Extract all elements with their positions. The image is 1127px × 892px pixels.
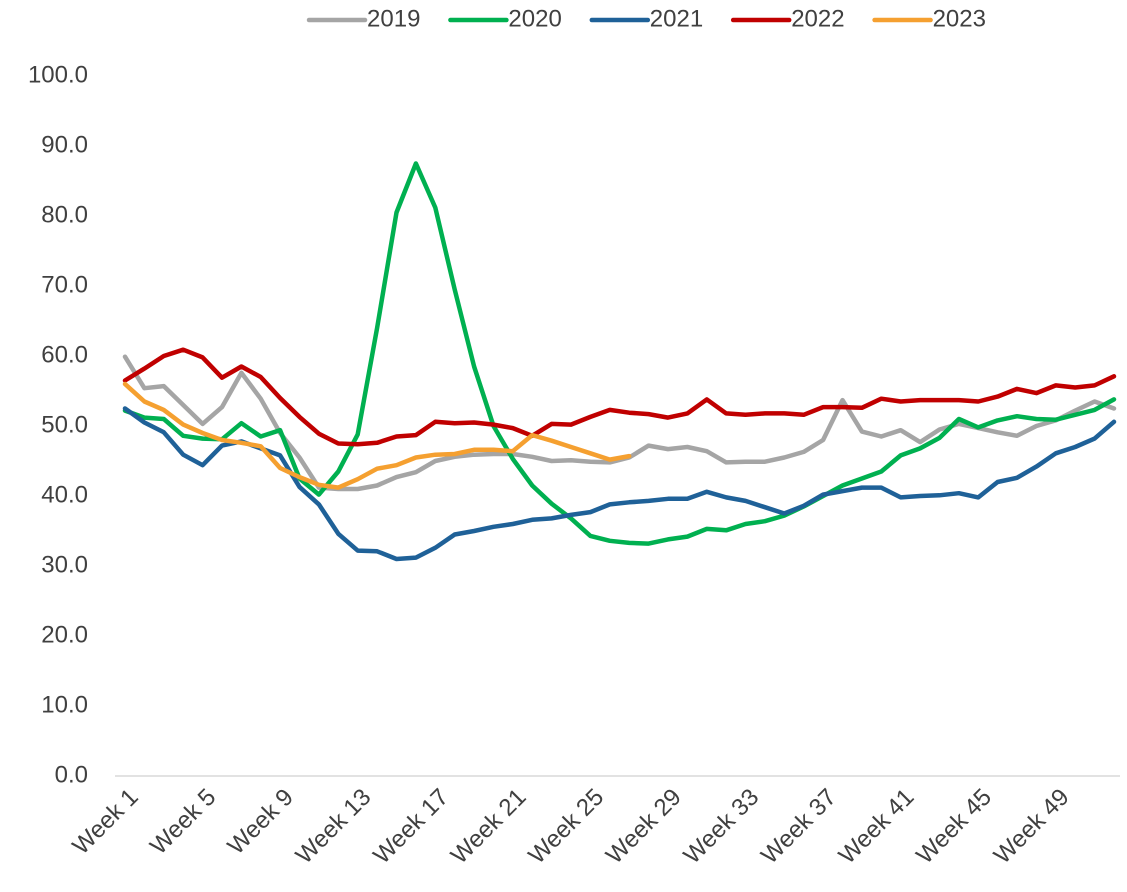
x-tick-label: Week 13	[291, 784, 377, 870]
y-tick-label: 70.0	[41, 271, 88, 298]
x-tick-label: Week 37	[756, 784, 842, 870]
series-line	[122, 161, 1117, 546]
legend-label: 2019	[367, 5, 420, 32]
x-tick-label: Week 5	[145, 784, 221, 860]
x-tick-label: Week 25	[523, 784, 609, 870]
y-tick-label: 100.0	[28, 61, 88, 88]
y-tick-label: 90.0	[41, 131, 88, 158]
legend-label: 2022	[791, 5, 844, 32]
y-tick-label: 10.0	[41, 691, 88, 718]
y-tick-label: 30.0	[41, 551, 88, 578]
x-tick-label: Week 41	[834, 784, 920, 870]
series-line	[122, 347, 1117, 447]
legend-label: 2020	[508, 5, 561, 32]
legend: 2019 2020 2021 2022 2023	[306, 5, 986, 32]
y-tick-label: 80.0	[41, 201, 88, 228]
y-tick-label: 50.0	[41, 411, 88, 438]
y-tick-label: 60.0	[41, 341, 88, 368]
y-tick-label: 20.0	[41, 621, 88, 648]
x-tick-label: Week 29	[601, 784, 687, 870]
series-line	[122, 381, 632, 490]
x-tick-label: Week 21	[446, 784, 532, 870]
x-tick-label: Week 9	[223, 784, 299, 860]
legend-label: 2023	[933, 5, 986, 32]
x-tick-label: Week 49	[989, 784, 1075, 870]
y-tick-label: 40.0	[41, 481, 88, 508]
x-tick-label: Week 17	[368, 784, 454, 870]
y-tick-label: 0.0	[55, 761, 88, 788]
x-tick-label: Week 33	[679, 784, 765, 870]
x-tick-label: Week 45	[911, 784, 997, 870]
legend-label: 2021	[650, 5, 703, 32]
x-tick-label: Week 1	[67, 784, 143, 860]
